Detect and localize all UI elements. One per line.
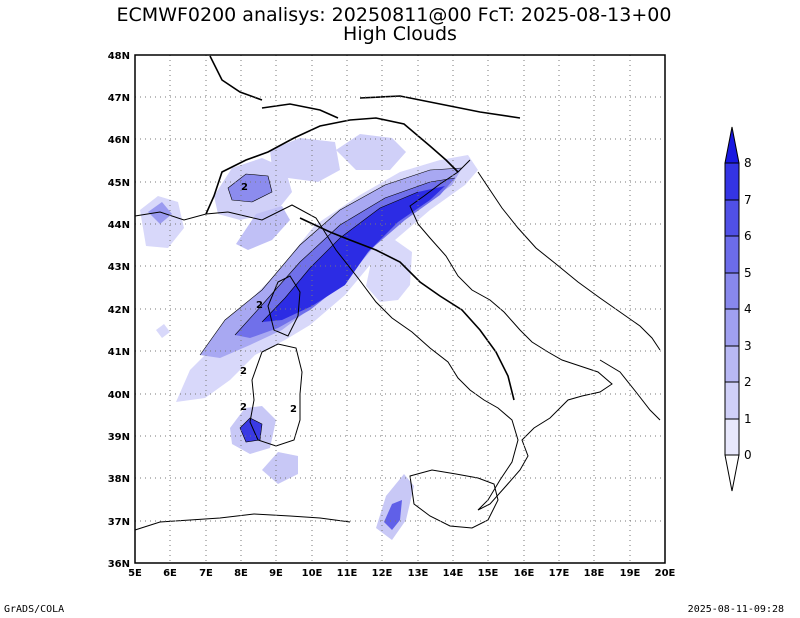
- x-tick-label: 13E: [408, 568, 429, 579]
- y-tick-label: 47N: [108, 93, 130, 104]
- colorbar-segment: [724, 418, 740, 456]
- colorbar-bottom-arrow: [724, 454, 740, 492]
- borders: [205, 55, 521, 401]
- x-tick-label: 9E: [269, 568, 283, 579]
- coast-sicily: [409, 469, 499, 529]
- colorbar-segment: [724, 162, 740, 201]
- contour-label: 2: [290, 404, 297, 415]
- footer-timestamp: 2025-08-11-09:28: [688, 604, 784, 615]
- contour-labels: 2 2 2 2 2: [240, 182, 297, 415]
- coast-corsica: [267, 275, 301, 337]
- colorbar-segment: [724, 345, 740, 383]
- colorbar-label: 2: [744, 375, 752, 389]
- title-line-1: ECMWF0200 analisys: 20250811@00 FcT: 202…: [117, 4, 672, 26]
- y-tick-label: 37N: [108, 517, 130, 528]
- coastlines: [134, 159, 661, 531]
- colorbar-label: 7: [744, 193, 752, 207]
- x-tick-label: 20E: [655, 568, 676, 579]
- colorbar-segment: [724, 235, 740, 274]
- colorbar-segment: [724, 199, 740, 237]
- colorbar-label: 1: [744, 412, 752, 426]
- y-tick-label: 41N: [108, 347, 130, 358]
- x-axis-labels: 5E 6E 7E 8E 9E 10E 11E 12E 13E 14E 15E 1…: [128, 568, 675, 579]
- coast-france: [134, 211, 229, 221]
- x-tick-label: 17E: [549, 568, 570, 579]
- x-tick-label: 12E: [372, 568, 393, 579]
- colorbar-label: 0: [744, 448, 752, 462]
- y-tick-label: 45N: [108, 178, 130, 189]
- contour-line: [261, 191, 419, 323]
- x-tick-label: 15E: [478, 568, 499, 579]
- contour-line: [239, 417, 263, 443]
- cloud-small-corsica-west: [156, 324, 170, 338]
- contour-label: 2: [241, 182, 248, 193]
- border-austria: [359, 95, 521, 119]
- colorbar-label: 3: [744, 339, 752, 353]
- y-tick-label: 39N: [108, 432, 130, 443]
- contour-label: 2: [256, 300, 263, 311]
- cloud-band-level-7: [262, 186, 445, 322]
- colorbar-label: 5: [744, 266, 752, 280]
- y-tick-label: 48N: [108, 51, 130, 62]
- cloud-alps-west-core: [228, 174, 272, 202]
- colorbar: 0 1 2 3 4 5 6 7 8: [724, 126, 752, 492]
- x-tick-label: 6E: [163, 568, 177, 579]
- x-tick-label: 11E: [337, 568, 358, 579]
- contour-label: 2: [240, 402, 247, 413]
- x-tick-label: 10E: [302, 568, 323, 579]
- y-tick-label: 43N: [108, 262, 130, 273]
- coast-adriatic-east: [477, 171, 661, 351]
- y-tick-label: 46N: [108, 135, 130, 146]
- cloud-apennine: [366, 240, 412, 302]
- x-tick-label: 19E: [620, 568, 641, 579]
- cloud-alps-central: [270, 138, 340, 182]
- cloud-provence-core: [148, 202, 172, 224]
- colorbar-label: 8: [744, 156, 752, 170]
- cloud-sardinia-se: [262, 452, 298, 484]
- colorbar-top-arrow: [724, 126, 740, 164]
- map-frame: [134, 54, 666, 564]
- border-alps: [205, 117, 459, 215]
- x-tick-label: 14E: [443, 568, 464, 579]
- coast-balkans: [599, 359, 661, 421]
- colorbar-segment: [724, 272, 740, 310]
- title-line-2: High Clouds: [343, 23, 457, 45]
- graticule: [135, 55, 665, 563]
- cloud-sicily-channel-core: [384, 500, 402, 530]
- cloud-ligurian: [236, 206, 290, 250]
- y-tick-label: 36N: [108, 559, 130, 570]
- footer-credit: GrADS/COLA: [4, 604, 64, 615]
- y-tick-label: 38N: [108, 474, 130, 485]
- high-cloud-fields: [140, 134, 478, 540]
- colorbar-label: 4: [744, 302, 752, 316]
- y-tick-label: 40N: [108, 390, 130, 401]
- x-tick-label: 5E: [128, 568, 142, 579]
- y-tick-label: 44N: [108, 220, 130, 231]
- contour-label: 2: [240, 366, 247, 377]
- x-tick-label: 7E: [199, 568, 213, 579]
- colorbar-segment: [724, 381, 740, 420]
- coast-north-africa: [134, 513, 351, 531]
- y-tick-label: 42N: [108, 305, 130, 316]
- cloud-alps-east: [336, 134, 406, 170]
- x-tick-label: 18E: [584, 568, 605, 579]
- x-tick-label: 8E: [234, 568, 248, 579]
- border-italian-regions: [299, 217, 515, 401]
- contour-line: [227, 173, 273, 203]
- coast-sardinia: [249, 343, 303, 447]
- coast-mainland-italy: [227, 159, 613, 511]
- border-germany: [209, 55, 263, 101]
- x-tick-label: 16E: [514, 568, 535, 579]
- y-axis-labels: 36N 37N 38N 39N 40N 41N 42N 43N 44N 45N …: [108, 51, 130, 570]
- colorbar-label: 6: [744, 229, 752, 243]
- colorbar-segment: [724, 308, 740, 347]
